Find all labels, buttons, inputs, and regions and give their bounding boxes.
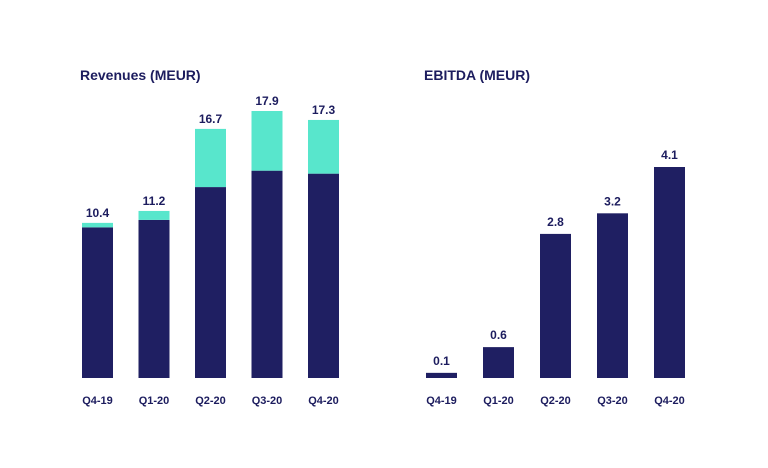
ebitda-x-tick-label: Q4-20 — [654, 395, 685, 407]
revenues-x-tick-label: Q2-20 — [195, 395, 226, 407]
revenues-value-label: 17.9 — [255, 94, 279, 108]
revenues-bar-q2-20-segment-1 — [195, 187, 226, 378]
revenues-x-tick-label: Q4-19 — [82, 395, 113, 407]
revenues-value-label: 11.2 — [143, 194, 166, 208]
revenues-value-label: 17.3 — [312, 103, 336, 117]
ebitda-x-tick-label: Q3-20 — [597, 395, 628, 407]
ebitda-bar-q2-20 — [540, 233, 571, 378]
ebitda-value-label: 4.1 — [661, 148, 678, 162]
ebitda-x-tick-label: Q2-20 — [540, 395, 571, 407]
ebitda-x-tick-label: Q4-19 — [426, 395, 457, 407]
ebitda-x-tick-label: Q1-20 — [483, 395, 514, 407]
revenues-bar-q1-20-segment-1 — [138, 219, 170, 378]
revenues-chart-svg: 10.4 Q4-19 11.2 Q1-20 16.7 Q2-20 17.9 Q3-20 17.3… — [82, 94, 339, 407]
revenues-bar-q4-19-segment-1 — [82, 227, 113, 378]
revenues-bar-q1-20-segment-2 — [138, 210, 170, 220]
ebitda-value-label: 3.2 — [604, 194, 621, 208]
ebitda-chart-title: EBITDA (MEUR) — [424, 67, 531, 83]
ebitda-value-label: 0.1 — [433, 354, 450, 368]
ebitda-bar-q1-20 — [483, 347, 514, 378]
revenues-value-label: 10.4 — [86, 206, 110, 220]
revenues-x-tick-label: Q3-20 — [252, 395, 283, 407]
revenues-value-label: 16.7 — [199, 112, 223, 126]
revenues-bar-q4-20-segment-2 — [308, 119, 339, 174]
revenues-chart-title: Revenues (MEUR) — [80, 67, 201, 83]
ebitda-bar-q4-19 — [426, 372, 457, 378]
revenues-x-tick-label: Q4-20 — [308, 395, 339, 407]
revenues-bar-q4-19-segment-2 — [82, 222, 113, 228]
revenues-x-tick-label: Q1-20 — [139, 395, 170, 407]
ebitda-bar-q3-20 — [597, 213, 628, 378]
revenues-bar-q2-20-segment-2 — [195, 128, 226, 188]
revenues-bar-q4-20-segment-1 — [308, 173, 339, 378]
ebitda-bar-q4-20 — [654, 167, 685, 378]
ebitda-value-label: 2.8 — [547, 215, 564, 229]
ebitda-value-label: 0.6 — [490, 328, 507, 342]
revenues-bar-q3-20-segment-2 — [251, 111, 283, 171]
ebitda-chart-svg: 0.1 Q4-19 0.6 Q1-20 2.8 Q2-20 3.2 Q3-20 4.1 Q4-20 — [426, 148, 685, 407]
revenues-bar-q3-20-segment-1 — [251, 170, 283, 378]
